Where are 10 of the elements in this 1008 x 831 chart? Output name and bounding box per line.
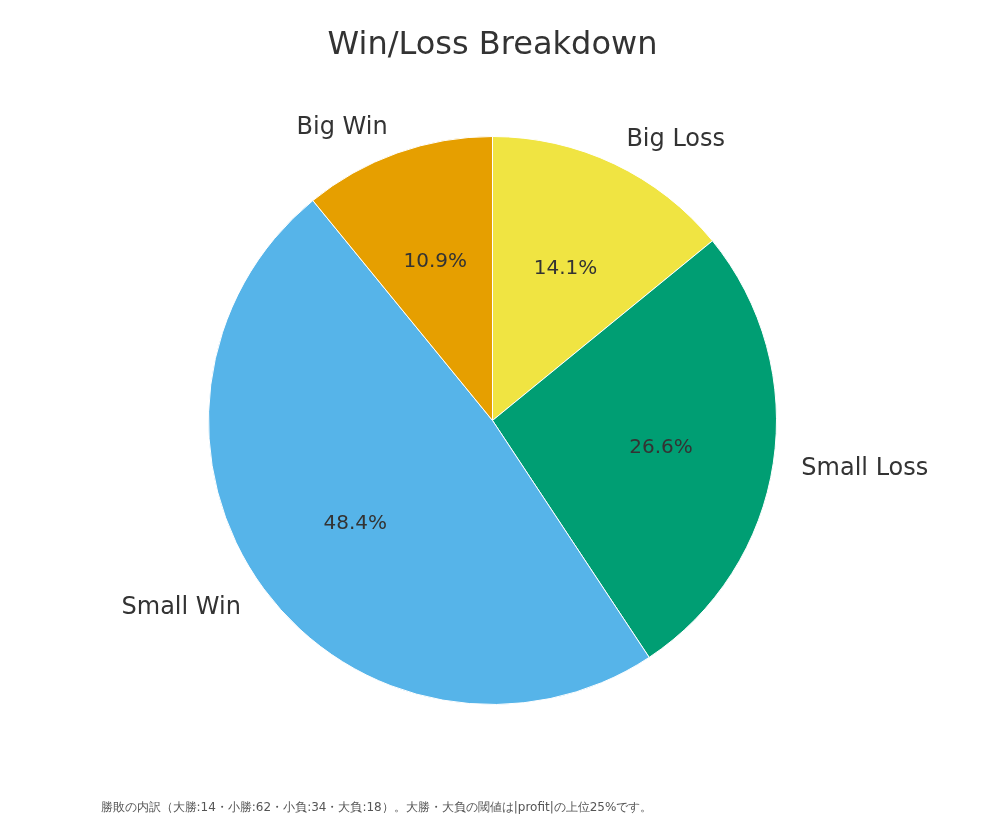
data-label: 48.4% xyxy=(323,509,388,534)
slice-label: Big Loss xyxy=(626,124,726,153)
slice-label: Big Win xyxy=(296,112,388,141)
data-label: 10.9% xyxy=(403,247,468,272)
slice-label: Small Win xyxy=(121,591,241,620)
data-label: 14.1% xyxy=(533,254,598,279)
slice-label: Small Loss xyxy=(801,453,929,482)
data-label: 26.6% xyxy=(629,434,693,459)
chart-title: Win/Loss Breakdown xyxy=(327,23,658,62)
text: 勝敗の内訳（大勝:14・小勝:62・小負:34・大負:18）。大勝・大負の閾値は|profit|の上位25%です。 xyxy=(100,799,653,814)
